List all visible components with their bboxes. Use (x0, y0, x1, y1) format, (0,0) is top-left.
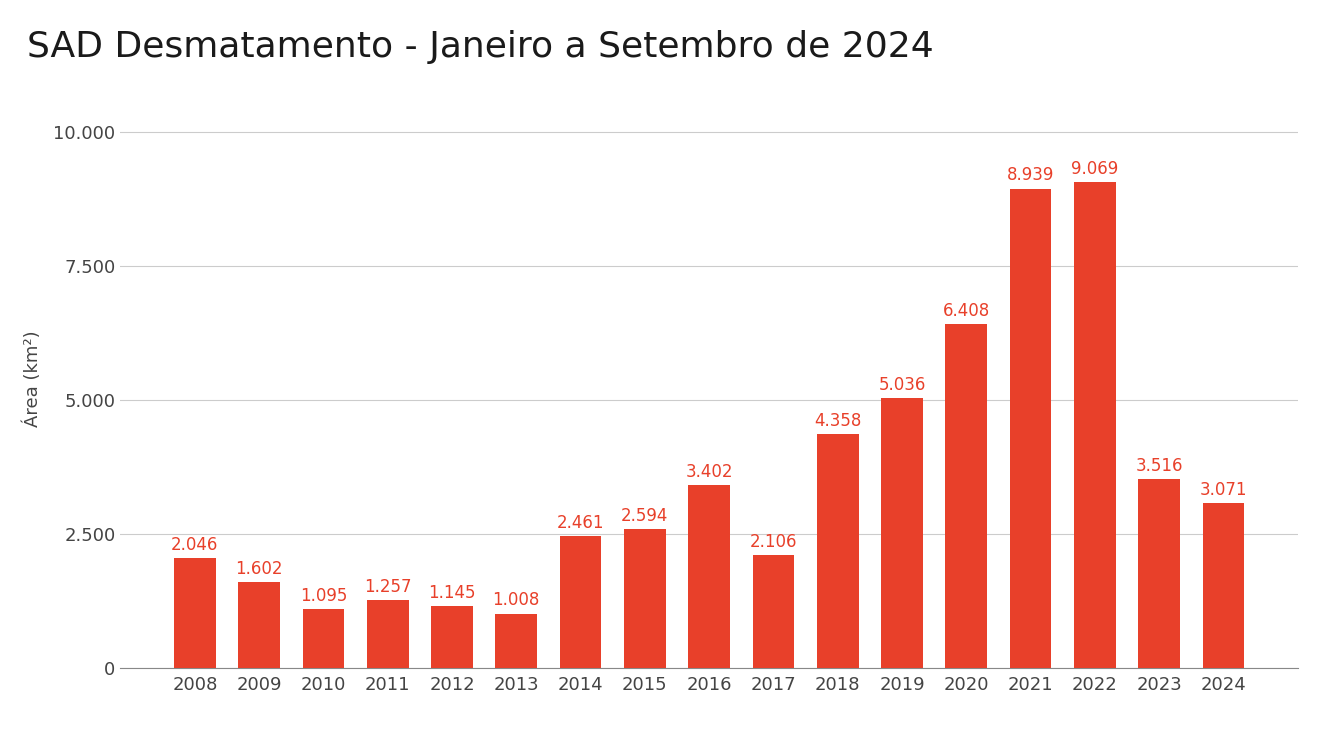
Text: 5.036: 5.036 (878, 375, 926, 394)
Text: 1.095: 1.095 (300, 587, 347, 605)
Text: 2.106: 2.106 (749, 533, 797, 551)
Text: 2.594: 2.594 (621, 507, 669, 525)
Text: 6.408: 6.408 (943, 302, 990, 320)
Text: 3.071: 3.071 (1200, 481, 1247, 499)
Bar (495, 614, 537, 668)
Bar (302, 609, 344, 668)
Text: 3.402: 3.402 (685, 463, 733, 482)
Bar (174, 558, 215, 668)
Bar (367, 600, 408, 668)
Bar (752, 555, 795, 668)
Y-axis label: Área (km²): Área (km²) (24, 330, 43, 427)
Text: 3.516: 3.516 (1136, 457, 1183, 475)
Text: 1.008: 1.008 (492, 591, 541, 609)
Bar (1203, 503, 1244, 668)
Bar (559, 536, 602, 668)
Bar (882, 398, 923, 668)
Bar (238, 582, 280, 668)
Text: 9.069: 9.069 (1072, 160, 1119, 177)
Bar (1074, 182, 1116, 668)
Bar (624, 529, 666, 668)
Bar (688, 485, 731, 668)
Text: 4.358: 4.358 (814, 412, 862, 430)
Bar (946, 324, 987, 668)
Bar (1010, 188, 1052, 668)
Text: 2.046: 2.046 (171, 536, 218, 554)
Text: 1.145: 1.145 (428, 584, 476, 603)
Text: 2.461: 2.461 (557, 513, 605, 531)
Text: 1.257: 1.257 (364, 578, 412, 596)
Bar (431, 606, 472, 668)
Text: 1.602: 1.602 (235, 559, 282, 578)
Text: 8.939: 8.939 (1008, 166, 1054, 185)
Bar (1139, 479, 1180, 668)
Text: SAD Desmatamento - Janeiro a Setembro de 2024: SAD Desmatamento - Janeiro a Setembro de… (27, 30, 934, 64)
Bar (816, 434, 859, 668)
